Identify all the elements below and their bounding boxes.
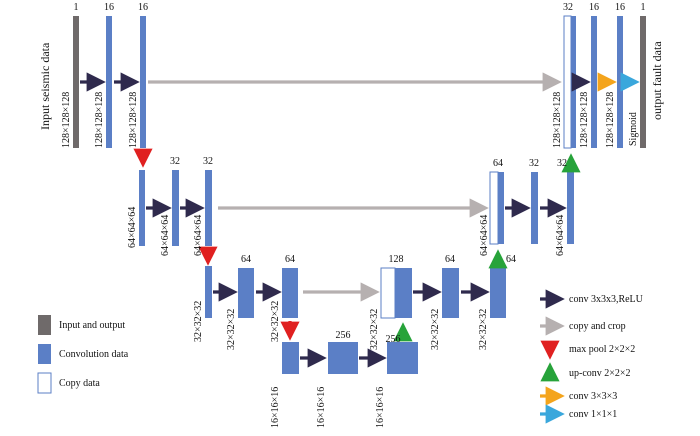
dec2-conv-a xyxy=(531,172,538,244)
dim-dec2-b: 64×64×64 xyxy=(555,215,566,256)
dec1-up-block xyxy=(571,16,576,148)
up-conv-arrows xyxy=(393,153,581,342)
ch-output: 1 xyxy=(641,2,646,13)
bottleneck-conv-a xyxy=(328,342,358,374)
ch-dec2-b: 32 xyxy=(557,158,567,169)
legend-upconv-label: up-conv 2×2×2 xyxy=(569,368,631,379)
dec2-up-block xyxy=(498,172,504,244)
legend-copy-crop-label: copy and crop xyxy=(569,321,626,332)
dim-dec3-copy: 32×32×32 xyxy=(369,309,380,350)
dim-dec1-b: 128×128×128 xyxy=(605,92,616,148)
legend-io-swatch xyxy=(38,315,51,335)
dec1-conv-a xyxy=(591,16,597,148)
dim-enc3-b: 32×32×32 xyxy=(226,309,237,350)
input-label: Input seismic data xyxy=(38,42,52,130)
enc3-conv-a xyxy=(205,266,212,318)
legend-io-label: Input and output xyxy=(59,320,125,331)
dim-dec1-copy: 128×128×128 xyxy=(552,92,563,148)
dim-enc4-a: 16×16×16 xyxy=(270,387,281,428)
ch-dec3-b: 64 xyxy=(506,254,516,265)
enc2-conv-c xyxy=(205,170,212,246)
dim-dec3-a: 32×32×32 xyxy=(430,309,441,350)
enc2-conv-b xyxy=(172,170,179,246)
enc3-conv-b xyxy=(238,268,254,318)
output-label: output fault data xyxy=(650,41,664,120)
dim-enc3-c: 32×32×32 xyxy=(270,301,281,342)
ch-dec1-b: 16 xyxy=(615,2,625,13)
enc4-conv-a xyxy=(282,342,299,374)
ch-dec2-a: 32 xyxy=(529,158,539,169)
dim-enc1-b: 128×128×128 xyxy=(128,92,139,148)
legend-conv-swatch xyxy=(38,344,51,364)
legend-copy-swatch xyxy=(37,372,52,394)
ch-dec3-a: 64 xyxy=(445,254,455,265)
ch-enc2-c: 32 xyxy=(203,156,213,167)
dim-bottleneck-b: 16×16×16 xyxy=(375,387,386,428)
dim-dec1-a: 128×128×128 xyxy=(579,92,590,148)
dim-enc2-a: 64×64×64 xyxy=(127,207,138,248)
ch-enc3-b: 64 xyxy=(241,254,251,265)
enc1-conv-b xyxy=(140,16,146,148)
dim-bottleneck-a: 16×16×16 xyxy=(316,387,327,428)
conv-relu-arrows xyxy=(80,72,591,368)
sigmoid-label: Sigmoid xyxy=(628,112,639,146)
dim-enc2-c: 64×64×64 xyxy=(193,215,204,256)
ch-input: 1 xyxy=(74,2,79,13)
legend-conv-relu-label: conv 3x3x3,ReLU xyxy=(569,294,644,305)
enc1-conv-a xyxy=(106,16,112,148)
ch-enc1-a: 16 xyxy=(104,2,114,13)
dec3-conv-b xyxy=(490,268,506,318)
dec1-copy-block xyxy=(563,15,572,149)
max-pool-arrows xyxy=(133,148,300,341)
ch-enc3-c: 64 xyxy=(285,254,295,265)
ch-dec1-a: 16 xyxy=(589,2,599,13)
legend-maxpool-label: max pool 2×2×2 xyxy=(569,344,635,355)
ch-dec3-up: 128 xyxy=(389,254,404,265)
bottleneck-conv-b xyxy=(387,342,418,374)
legend-conv-label: Convolution data xyxy=(59,349,129,360)
dec3-conv-a xyxy=(442,268,459,318)
ch-dec1-copy: 32 xyxy=(563,2,573,13)
output-block xyxy=(640,16,646,148)
dim-enc1-a: 128×128×128 xyxy=(94,92,105,148)
dec3-copy-block xyxy=(380,267,396,319)
copy-crop-arrows xyxy=(148,72,562,302)
ch-enc2-b: 32 xyxy=(170,156,180,167)
dec2-copy-block xyxy=(489,171,499,245)
input-block xyxy=(73,16,79,148)
enc2-conv-a xyxy=(139,170,145,246)
dim-dec3-b: 32×32×32 xyxy=(478,309,489,350)
dec2-conv-b xyxy=(567,172,574,244)
legend-conv333-label: conv 3×3×3 xyxy=(569,391,617,402)
dim-enc2-b: 64×64×64 xyxy=(160,215,171,256)
ch-bottleneck-b: 256 xyxy=(386,334,401,345)
dim-dec2-copy: 64×64×64 xyxy=(479,215,490,256)
ch-enc1-b: 16 xyxy=(138,2,148,13)
dim-enc3-a: 32×32×32 xyxy=(193,301,204,342)
dim-input: 128×128×128 xyxy=(61,92,72,148)
dec1-conv-b xyxy=(617,16,623,148)
legend-copy-label: Copy data xyxy=(59,378,100,389)
ch-bottleneck-a: 256 xyxy=(336,330,351,341)
enc3-conv-c xyxy=(282,268,298,318)
dec3-up-block xyxy=(395,268,412,318)
ch-dec2-up: 64 xyxy=(493,158,503,169)
legend-conv111-label: conv 1×1×1 xyxy=(569,409,617,420)
